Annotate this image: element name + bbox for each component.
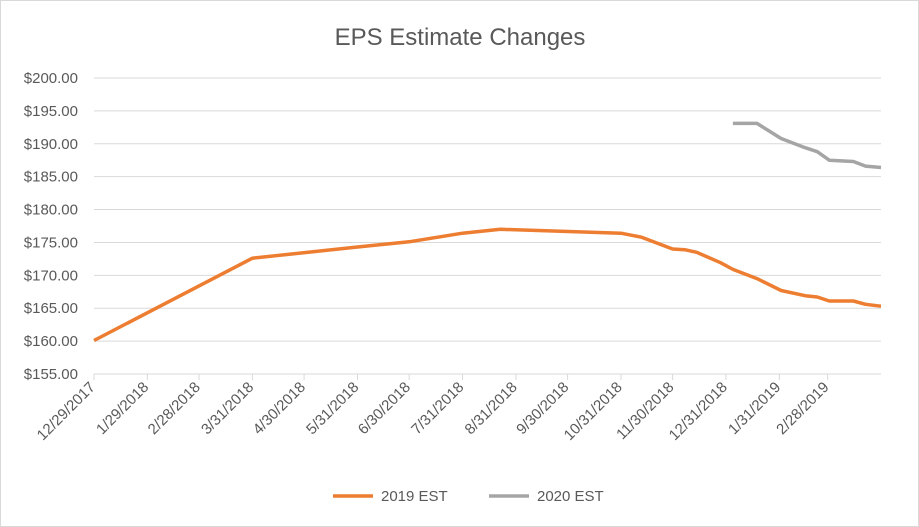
x-tick-label: 3/31/2018 <box>198 379 257 438</box>
x-tick-label: 4/30/2018 <box>250 379 309 438</box>
chart-title: EPS Estimate Changes <box>335 24 586 51</box>
y-tick-label: $185.00 <box>24 169 78 186</box>
legend-label: 2020 EST <box>537 488 604 505</box>
x-tick-label: 1/29/2018 <box>93 379 152 438</box>
x-tick-label: 6/30/2018 <box>355 379 414 438</box>
legend: 2019 EST 2020 EST <box>333 488 604 505</box>
x-tick-label: 5/31/2018 <box>303 379 362 438</box>
x-axis-ticks: 12/29/20171/29/20182/28/20183/31/20184/3… <box>34 374 832 444</box>
x-tick-label: 2/28/2019 <box>773 379 832 438</box>
series-line-2019-est <box>93 227 882 343</box>
series-line-2020-est <box>732 121 882 170</box>
y-tick-label: $190.00 <box>24 136 78 153</box>
x-tick-label: 7/31/2018 <box>408 379 467 438</box>
series-lines <box>93 121 882 343</box>
y-axis-ticks: $155.00 $160.00 $165.00 $170.00 $175.00 $180.… <box>24 70 78 383</box>
x-tick-label: 12/31/2018 <box>666 379 731 444</box>
y-tick-label: $160.00 <box>24 333 78 350</box>
legend-label: 2019 EST <box>381 488 448 505</box>
y-tick-label: $195.00 <box>24 103 78 120</box>
x-tick-label: 8/31/2018 <box>462 379 521 438</box>
y-tick-label: $170.00 <box>24 267 78 284</box>
y-tick-label: $180.00 <box>24 202 78 219</box>
gridlines <box>94 77 881 375</box>
x-tick-label: 2/28/2018 <box>145 379 204 438</box>
y-tick-label: $200.00 <box>24 70 78 87</box>
x-tick-label: 12/29/2017 <box>34 379 99 444</box>
y-tick-label: $165.00 <box>24 300 78 317</box>
y-tick-label: $155.00 <box>24 366 78 383</box>
y-tick-label: $175.00 <box>24 234 78 251</box>
